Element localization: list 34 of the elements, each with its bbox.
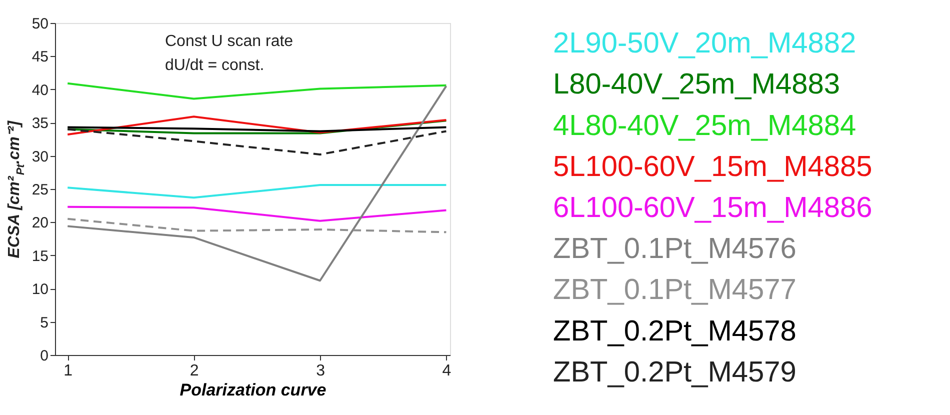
text: ZBT_0.1Pt_M4576: [553, 233, 796, 266]
y-tick-label: 15: [32, 248, 48, 265]
text: ZBT_0.1Pt_M4577: [553, 274, 796, 306]
x-tick-label: 4: [442, 362, 452, 380]
text: 5L100-60V_15m_M4885: [553, 150, 872, 183]
text: ZBT_0.2Pt_M4579: [553, 356, 796, 388]
y-tick-label: 35: [32, 115, 48, 132]
annotation: Const U scan rate: [165, 33, 294, 50]
y-tick-label: 30: [32, 148, 48, 166]
y-tick-label: 45: [32, 48, 48, 66]
line-series: [66, 85, 448, 282]
line-series: [66, 128, 448, 156]
y-tick-label: 40: [32, 82, 48, 99]
x-tick-label: 2: [190, 362, 199, 380]
y-tick-label: 20: [32, 214, 48, 232]
line-series: [66, 116, 448, 136]
line-series: [66, 82, 448, 100]
y-axis-title: ECSA [cm²Pt.cm⁻²]: [6, 120, 27, 258]
x-tick-label: 3: [316, 362, 326, 380]
y-tick-label: 10: [32, 281, 48, 298]
line-series: [66, 218, 448, 234]
x-axis-title: Polarization curve: [180, 380, 326, 400]
y-tick-label: 5: [40, 314, 48, 332]
line-series: [66, 206, 448, 222]
text: ZBT_0.2Pt_M4578: [553, 315, 796, 348]
text: 4L80-40V_25m_M4884: [553, 110, 856, 142]
y-tick-label: 50: [32, 16, 48, 32]
text: L80-40V_25m_M4883: [553, 68, 840, 101]
text: 2L90-50V_20m_M4882: [553, 28, 856, 60]
y-tick-label: 0: [40, 348, 48, 364]
x-tick-label: 1: [64, 362, 73, 380]
y-tick-label: 25: [32, 182, 48, 198]
annotation: dU/dt = const.: [165, 57, 264, 74]
text: 6L100-60V_15m_M4886: [553, 192, 872, 224]
